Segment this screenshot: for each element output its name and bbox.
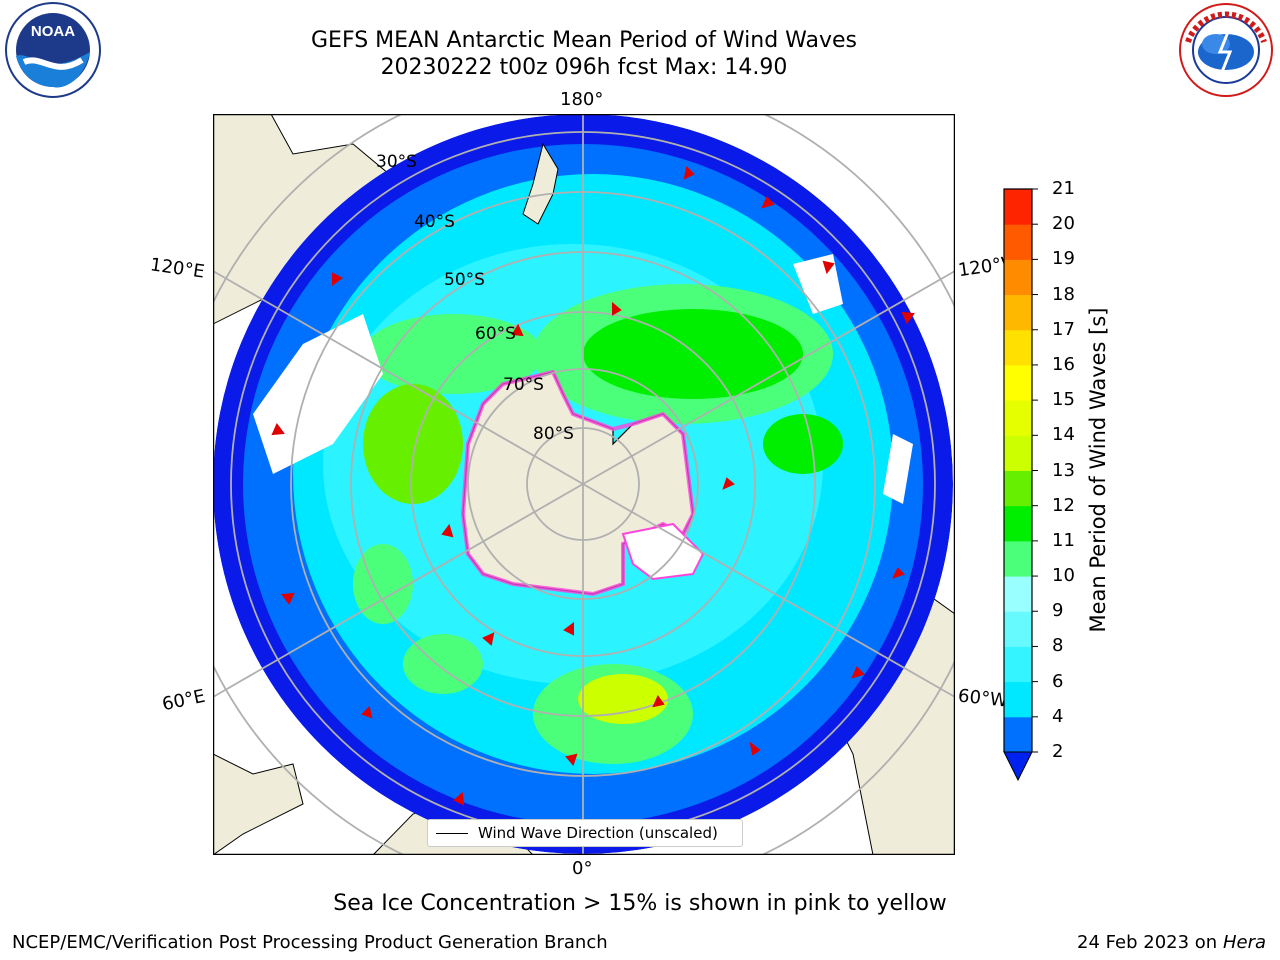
noaa-logo: NOAA [5, 2, 101, 98]
colorbar-tick-label: 12 [1052, 494, 1075, 516]
lat-label-40s: 40°S [414, 212, 455, 232]
colorbar-tick-label: 16 [1052, 353, 1075, 375]
lat-label-30s: 30°S [376, 152, 417, 172]
colorbar-tick-label: 13 [1052, 459, 1075, 481]
colorbar-segment [1004, 576, 1032, 612]
legend-line-icon [436, 832, 468, 834]
polar-map [213, 114, 955, 855]
map-legend: Wind Wave Direction (unscaled) [427, 819, 743, 847]
colorbar-segment [1004, 540, 1032, 577]
colorbar-tick-label: 21 [1052, 178, 1075, 199]
colorbar-segment [1004, 435, 1032, 471]
colorbar-segment [1004, 224, 1032, 260]
colorbar-extend-arrow [1003, 751, 1033, 782]
lon-label-60e: 60°E [160, 685, 207, 716]
lat-label-50s: 50°S [444, 270, 485, 290]
colorbar-segment [1004, 646, 1032, 683]
page-title: GEFS MEAN Antarctic Mean Period of Wind … [311, 28, 857, 53]
lon-label-0: 0° [572, 858, 593, 879]
colorbar-tick-label: 10 [1052, 565, 1075, 587]
colorbar-segment [1004, 681, 1032, 718]
wind-wave-arrows [271, 165, 915, 806]
lat-label-70s: 70°S [503, 375, 544, 395]
colorbar-tick-label: 4 [1052, 705, 1064, 727]
colorbar-segment [1004, 329, 1032, 366]
graticule [213, 114, 955, 855]
colorbar-segment [1004, 716, 1032, 753]
legend-label: Wind Wave Direction (unscaled) [478, 824, 718, 842]
lon-label-120e: 120°E [148, 254, 206, 283]
colorbar [1003, 188, 1038, 782]
colorbar-tick-label: 9 [1052, 600, 1064, 622]
nws-logo [1179, 3, 1273, 97]
colorbar-tick-label: 14 [1052, 424, 1075, 446]
colorbar-segment [1004, 611, 1032, 647]
colorbar-segment [1004, 189, 1032, 225]
colorbar-tick-label: 17 [1052, 318, 1075, 340]
colorbar-tick-label: 15 [1052, 389, 1075, 411]
lat-label-80s: 80°S [533, 424, 574, 444]
footer-host: Hera [1222, 932, 1266, 953]
colorbar-tick-label: 6 [1052, 670, 1064, 692]
lon-label-180: 180° [560, 89, 604, 110]
colorbar-tick-label: 18 [1052, 283, 1075, 305]
colorbar-segment [1004, 364, 1032, 401]
colorbar-label: Mean Period of Wind Waves [s] [1086, 307, 1110, 633]
colorbar-tick-label: 19 [1052, 248, 1075, 270]
colorbar-segment [1004, 400, 1032, 436]
colorbar-segment [1004, 505, 1032, 542]
footer-date-text: 24 Feb 2023 on [1077, 932, 1218, 953]
land-africa-tip [213, 753, 304, 855]
colorbar-segment [1004, 470, 1032, 507]
colorbar-tick-label: 8 [1052, 635, 1064, 657]
colorbar-tick-label: 20 [1052, 213, 1075, 235]
lat-label-60s: 60°S [475, 324, 516, 344]
colorbar-segment [1004, 294, 1032, 331]
colorbar-tick-label: 11 [1052, 529, 1075, 551]
land-new-zealand [522, 142, 559, 225]
colorbar-tick-label: 2 [1052, 741, 1064, 762]
colorbar-segment [1004, 259, 1032, 296]
footer-credit: NCEP/EMC/Verification Post Processing Pr… [12, 932, 608, 953]
sea-ice-caption: Sea Ice Concentration > 15% is shown in … [333, 891, 947, 916]
page-subtitle: 20230222 t00z 096h fcst Max: 14.90 [380, 55, 788, 80]
noaa-logo-text: NOAA [31, 23, 75, 40]
footer-date: 24 Feb 2023 on Hera [1077, 932, 1266, 953]
